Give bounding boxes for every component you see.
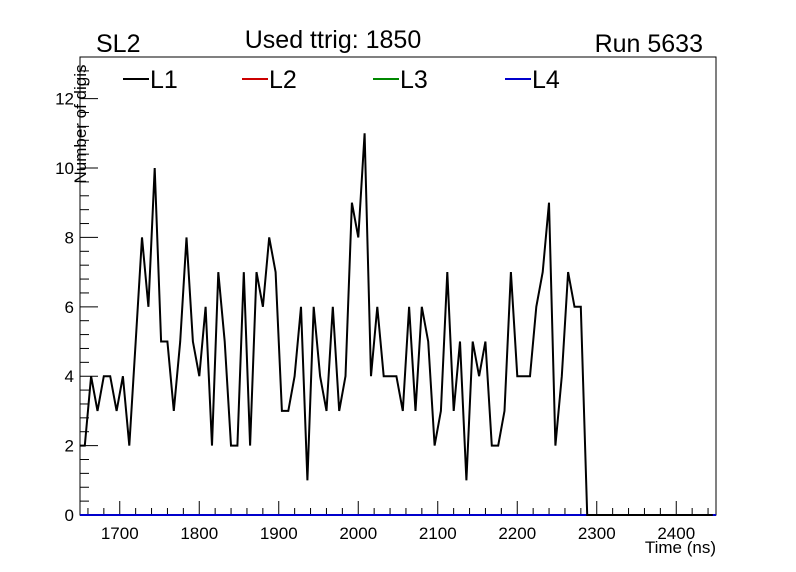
y-tick-label: 12 <box>55 90 74 109</box>
legend-label-l3: L3 <box>400 66 428 94</box>
x-tick-label: 1700 <box>101 524 139 543</box>
x-tick-label: 1800 <box>180 524 218 543</box>
legend-label-l1: L1 <box>150 66 178 94</box>
x-tick-label: 2000 <box>339 524 377 543</box>
label-ttrig: Used ttrig: 1850 <box>245 26 422 54</box>
y-axis-label: Number of digis <box>71 64 90 183</box>
x-tick-label: 2200 <box>498 524 536 543</box>
x-tick-label: 1900 <box>260 524 298 543</box>
plot-frame <box>79 56 717 516</box>
legend-label-l2: L2 <box>269 66 297 94</box>
y-tick-label: 6 <box>65 298 74 317</box>
y-tick-label: 8 <box>65 228 74 247</box>
y-tick-label: 4 <box>65 367 74 386</box>
label-run: Run 5633 <box>595 30 703 58</box>
x-tick-label: 2100 <box>419 524 457 543</box>
y-tick-label: 2 <box>65 437 74 456</box>
series-line-l1 <box>80 133 713 516</box>
y-tick-label: 10 <box>55 159 74 178</box>
legend-label-l4: L4 <box>532 66 560 94</box>
chart-marks: 1700 1800 1900 2000 2100 2200 2300 2400 0 2 4 6 8 10 1… <box>55 56 716 543</box>
x-tick-label: 2300 <box>578 524 616 543</box>
y-tick-label: 0 <box>65 506 74 525</box>
x-axis-label: Time (ns) <box>645 538 716 557</box>
label-sl: SL2 <box>96 30 140 58</box>
x-tick-label: 2400 <box>657 524 695 543</box>
